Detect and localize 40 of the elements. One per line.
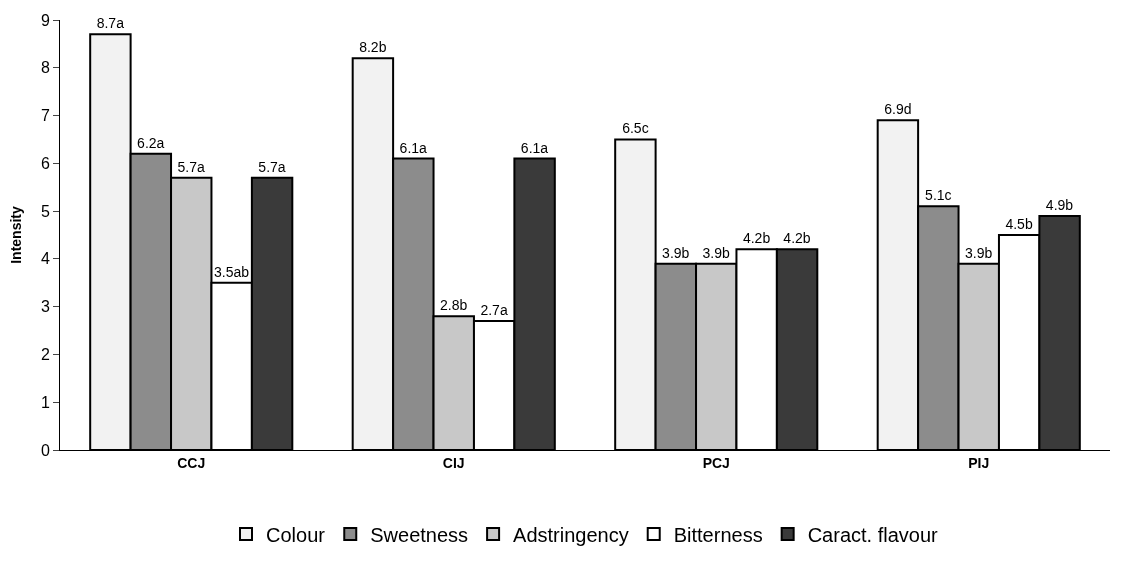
data-label: 3.9b: [702, 244, 730, 261]
data-label: 4.5b: [1005, 216, 1033, 232]
x-tick-label: PIJ: [968, 454, 990, 471]
y-tick-label: 8: [40, 59, 50, 77]
data-label: 8.2b: [359, 39, 387, 56]
legend-label: Sweetness: [370, 523, 469, 546]
data-label: 5.7a: [177, 158, 205, 175]
data-label: 2.8b: [440, 297, 468, 314]
x-tick-label: CCJ: [177, 454, 206, 471]
data-label: 3.9b: [662, 244, 690, 261]
data-label: 5.7a: [258, 158, 286, 175]
data-label: 6.1a: [399, 139, 428, 156]
data-label: 6.9d: [884, 101, 912, 118]
data-label: 4.2b: [742, 230, 771, 247]
data-label: 6.1a: [520, 139, 549, 156]
y-tick-label: 0: [40, 441, 50, 459]
data-label: 4.9b: [1045, 196, 1074, 213]
legend-label: Caract. flavour: [807, 523, 939, 546]
data-label: 6.5c: [622, 120, 649, 137]
legend-label: Bitterness: [673, 523, 763, 546]
data-label: 6.2a: [137, 134, 165, 151]
y-tick-label: 6: [40, 154, 50, 172]
data-label: 3.5ab: [214, 263, 250, 280]
x-tick-label: PCJ: [702, 454, 730, 471]
y-tick-label: 5: [40, 202, 50, 220]
y-tick-label: 4: [40, 250, 50, 268]
x-tick-label: CIJ: [442, 454, 465, 471]
data-label: 5.1c: [925, 187, 952, 204]
data-label: 4.2b: [783, 230, 811, 247]
legend-label: Colour: [266, 523, 326, 546]
legend-label: Adstringency: [513, 523, 629, 546]
data-label: 8.7a: [96, 15, 125, 32]
y-tick-label: 7: [40, 107, 50, 125]
data-label: 2.7a: [480, 302, 508, 318]
y-tick-label: 3: [40, 298, 50, 316]
y-tick-label: 1: [40, 393, 50, 411]
data-label: 3.9b: [965, 244, 993, 261]
y-tick-label: 9: [40, 11, 50, 29]
y-axis-title: Intensity: [8, 206, 25, 264]
y-tick-label: 2: [40, 346, 50, 364]
